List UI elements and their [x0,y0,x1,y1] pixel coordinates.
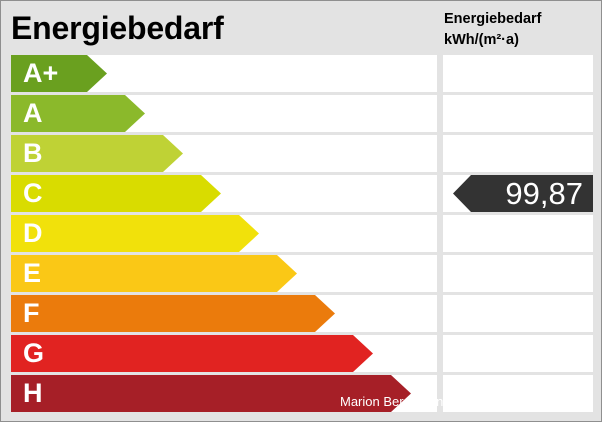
energy-class-arrow-fill [11,375,411,412]
energy-class-arrow-shape [11,95,145,132]
energy-class-label: A+ [23,58,59,88]
energy-class-arrow-shape [11,135,183,172]
value-marker-shape [453,175,593,212]
energy-class-label: C [23,178,43,208]
energy-class-arrow [11,175,221,212]
energy-class-arrow [11,135,183,172]
energy-row-value-cell [443,135,593,172]
energy-class-arrow-shape [11,175,221,212]
energy-class-arrow [11,375,411,412]
energy-row-e: E [11,255,593,292]
unit-header-line2: kWh/(m²·a) [444,32,519,48]
energy-row-value-cell [443,255,593,292]
energy-class-arrow-fill [11,295,335,332]
energy-class-arrow-fill [11,335,373,372]
energy-class-arrow-fill [11,175,221,212]
energy-row-value-cell [443,335,593,372]
energy-class-label: D [23,218,43,248]
energy-class-label: A [23,98,43,128]
energy-row-b: B [11,135,593,172]
energy-row-value-cell [443,95,593,132]
energy-class-arrow [11,255,297,292]
energy-row-g: G [11,335,593,372]
energy-row-h: H [11,375,593,412]
energy-row-d: D [11,215,593,252]
watermark-text: Marion Bergmann Immobilienberatung [340,394,562,409]
energy-class-arrow-fill [11,215,259,252]
energy-row-value-cell [443,215,593,252]
energy-row-value-cell [443,295,593,332]
energy-class-arrow-fill [11,135,183,172]
energy-class-label: B [23,138,43,168]
energy-class-label: E [23,258,42,288]
energy-row-value-cell [443,55,593,92]
energy-class-arrow [11,295,335,332]
energy-class-arrow-shape [11,215,259,252]
energy-class-label: H [23,378,43,408]
energy-class-arrow [11,215,259,252]
energy-row-f: F [11,295,593,332]
energy-row-aplus: A+ [11,55,593,92]
energy-class-label: G [23,338,45,368]
energy-class-arrow-shape [11,255,297,292]
energy-class-arrow [11,95,145,132]
energy-class-arrow-fill [11,255,297,292]
energy-class-arrow [11,55,107,92]
value-text: 99,87 [505,176,583,211]
value-marker: 99,87 [453,175,593,212]
energy-row-a: A [11,95,593,132]
energy-class-arrow-shape [11,295,335,332]
unit-header-line1: Energiebedarf [444,11,542,27]
energy-class-arrow-fill [11,95,145,132]
energy-class-arrow-shape [11,335,373,372]
energy-class-arrow-shape [11,375,411,412]
energy-class-arrow-fill [11,55,107,92]
energy-class-arrow [11,335,373,372]
chart-title: Energiebedarf [11,10,224,46]
unit-header: Energiebedarf kWh/(m²·a) [444,9,594,51]
energy-class-rows: A+ A B C D E F G H [11,55,593,413]
energy-class-arrow-shape [11,55,107,92]
energy-class-label: F [23,298,40,328]
energy-row-value-cell [443,375,593,412]
